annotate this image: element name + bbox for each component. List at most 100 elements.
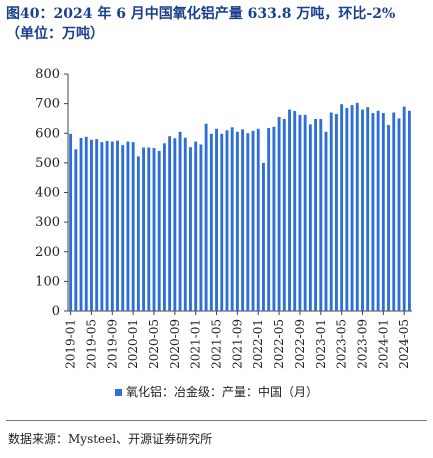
x-tick-label: 2019-05: [84, 319, 98, 369]
bar-2022-03: [267, 127, 271, 311]
bar-2021-01: [194, 141, 198, 311]
bar-2020-05: [152, 148, 156, 311]
x-tick-label: 2021-05: [210, 319, 224, 369]
x-tick-label: 2024-01: [376, 319, 390, 369]
bar-2023-05: [340, 104, 344, 311]
bar-2023-02: [324, 131, 328, 311]
bar-2022-05: [277, 116, 281, 312]
bar-2022-12: [314, 119, 318, 311]
legend-swatch: [114, 389, 122, 396]
bar-2022-09: [298, 114, 302, 311]
bar-2019-07: [100, 142, 104, 311]
bar-2022-11: [308, 124, 312, 311]
x-tick-label: 2019-09: [105, 319, 119, 369]
figure-title-line1: 图40：2024 年 6 月中国氧化铝产量 633.8 万吨，环比-2%: [6, 6, 396, 22]
bar-2019-11: [121, 145, 125, 311]
bar-2021-05: [215, 128, 218, 311]
bar-2022-01: [256, 128, 260, 311]
bar-2021-03: [204, 123, 208, 312]
bar-2024-02: [387, 124, 390, 311]
bar-2020-08: [168, 136, 172, 311]
bar-2024-03: [392, 112, 396, 311]
bar-2023-08: [355, 102, 359, 311]
bar-2019-08: [105, 140, 109, 311]
bar-2020-11: [183, 137, 187, 311]
x-tick-label: 2020-05: [147, 319, 161, 369]
bar-2023-10: [366, 107, 370, 312]
bar-2021-12: [251, 130, 255, 311]
y-tick-label: 300: [35, 215, 60, 230]
x-tick-label: 2022-09: [293, 319, 307, 369]
bar-chart: 0 100 200 300 400 500 600 700 800 2019-01 2019-05 2…: [35, 67, 412, 369]
bar-2024-05: [402, 106, 406, 311]
x-tick-label: 2024-05: [397, 319, 411, 369]
bar-2019-03: [79, 137, 83, 311]
bar-2019-02: [74, 149, 78, 311]
chart-legend: 氧化铝：冶金级：产量：中国（月）: [0, 383, 433, 400]
y-tick-label: 500: [35, 156, 60, 171]
bar-2022-10: [303, 114, 307, 311]
bar-2019-04: [84, 136, 88, 311]
bar-2019-05: [90, 139, 93, 311]
bar-2020-01: [131, 142, 135, 311]
bar-2023-07: [350, 105, 354, 311]
x-tick-label: 2023-05: [335, 319, 349, 369]
bar-2023-04: [334, 113, 338, 311]
bar-2022-02: [262, 162, 265, 312]
x-tick-label: 2022-05: [272, 319, 286, 369]
bar-2024-04: [397, 118, 401, 311]
bar-2020-06: [157, 151, 161, 311]
x-tick-label: 2023-01: [314, 319, 328, 369]
x-tick-label: 2022-01: [251, 319, 265, 369]
bar-2021-11: [246, 133, 250, 311]
bar-2021-07: [225, 130, 229, 311]
x-tick-label: 2020-09: [168, 319, 182, 369]
x-tick-label: 2020-01: [126, 319, 140, 369]
bar-2019-10: [116, 140, 119, 311]
bar-2020-07: [162, 143, 166, 311]
bar-2023-03: [329, 112, 333, 311]
chart-area: 0 100 200 300 400 500 600 700 800 2019-01 2019-05 2…: [0, 58, 433, 413]
figure-title: 图40：2024 年 6 月中国氧化铝产量 633.8 万吨，环比-2% （单位…: [6, 4, 430, 44]
bar-2021-02: [199, 144, 203, 311]
bar-2021-09: [235, 131, 239, 311]
y-tick-label: 700: [35, 97, 60, 112]
y-tick-label: 200: [35, 245, 60, 260]
legend-label: 氧化铝：冶金级：产量：中国（月）: [125, 385, 318, 399]
bar-2020-03: [142, 147, 146, 311]
bar-2023-09: [361, 109, 364, 311]
bar-2020-09: [173, 138, 177, 311]
bar-2023-01: [319, 119, 323, 311]
bar-2020-12: [189, 147, 192, 311]
bar-2024-01: [381, 113, 385, 311]
figure-title-line2: （单位：万吨）: [6, 26, 104, 42]
bar-2021-08: [230, 127, 234, 311]
bar-2019-01: [69, 133, 73, 311]
bar-2023-11: [371, 113, 375, 311]
bar-2022-06: [282, 119, 286, 311]
source-note: 数据来源：Mysteel、开源证券研究所: [8, 432, 213, 446]
y-tick-label: 0: [52, 304, 60, 319]
bar-2021-06: [220, 133, 224, 311]
y-tick-label: 800: [35, 67, 60, 82]
bar-2021-04: [209, 133, 213, 311]
bar-2019-06: [95, 139, 99, 311]
bar-2022-04: [272, 126, 276, 311]
y-tick-label: 600: [35, 126, 60, 141]
x-tick-label: 2021-01: [189, 319, 203, 369]
bar-2020-04: [147, 147, 151, 311]
bar-2022-08: [293, 111, 297, 311]
x-tick-label: 2019-01: [64, 319, 78, 369]
bar-2019-09: [110, 141, 114, 311]
bar-2024-06: [407, 110, 411, 311]
x-tick-label: 2021-09: [230, 319, 244, 369]
y-tick-label: 100: [35, 274, 60, 289]
x-tick-label: 2023-09: [355, 319, 369, 369]
y-tick-label: 400: [35, 186, 60, 201]
source-divider: [6, 420, 427, 421]
bar-2022-07: [288, 109, 291, 311]
bar-2023-06: [345, 108, 349, 311]
bar-2019-12: [126, 141, 130, 311]
bar-2020-02: [136, 156, 140, 311]
bar-2020-10: [178, 131, 182, 311]
